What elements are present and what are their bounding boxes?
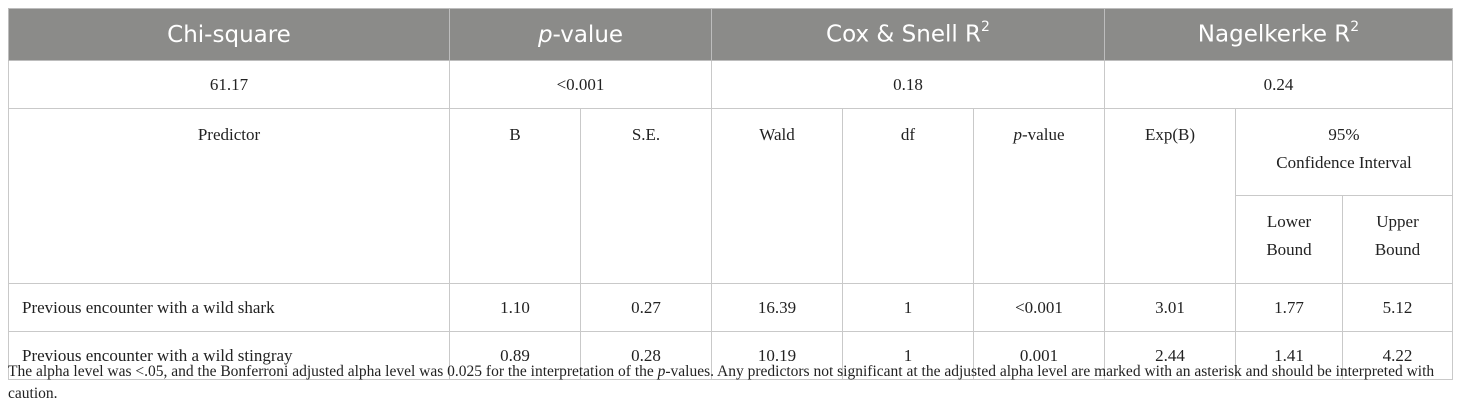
column-header-row: Predictor B S.E. Wald df p-value Exp(B) … bbox=[8, 108, 1454, 284]
predictor-column-header: Predictor bbox=[8, 108, 450, 284]
predictor-cell: Previous encounter with a wild stingray bbox=[8, 331, 450, 380]
model-p-value: <0.001 bbox=[449, 60, 712, 109]
wald-cell: 10.19 bbox=[711, 331, 843, 380]
df-cell: 1 bbox=[842, 331, 974, 380]
se-cell: 0.28 bbox=[580, 331, 712, 380]
logistic-regression-table: Chi-square p-value Cox & Snell R2 Nagelk… bbox=[8, 8, 1454, 380]
exp-b-column-header: Exp(B) bbox=[1104, 108, 1237, 284]
wald-cell: 16.39 bbox=[711, 283, 843, 332]
chi-square-header: Chi-square bbox=[8, 8, 450, 61]
confidence-interval-header: 95% Confidence Interval bbox=[1235, 108, 1454, 196]
lower-bound-cell: 1.77 bbox=[1235, 283, 1344, 332]
p-value-cell: 0.001 bbox=[972, 331, 1106, 380]
table-row: Previous encounter with a wild stingray … bbox=[8, 331, 1454, 380]
summary-values-row: 61.17 <0.001 0.18 0.24 bbox=[8, 60, 1454, 109]
table-footnote: The alpha level was <.05, and the Bonfer… bbox=[8, 363, 1435, 402]
b-cell: 0.89 bbox=[449, 331, 581, 380]
ci-subheader-row: Lower Bound Upper Bound bbox=[9, 195, 1454, 284]
wald-column-header: Wald bbox=[711, 108, 843, 284]
se-cell: 0.27 bbox=[580, 283, 712, 332]
b-cell: 1.10 bbox=[449, 283, 581, 332]
exp-b-cell: 3.01 bbox=[1104, 283, 1237, 332]
predictor-cell: Previous encounter with a wild shark bbox=[8, 283, 450, 332]
lower-bound-cell: 1.41 bbox=[1235, 331, 1344, 380]
nagelkerke-header: Nagelkerke R2 bbox=[1104, 8, 1454, 61]
upper-bound-header: Upper Bound bbox=[1342, 195, 1454, 284]
df-column-header: df bbox=[842, 108, 974, 284]
p-value-cell: <0.001 bbox=[972, 283, 1106, 332]
regression-table-container: Chi-square p-value Cox & Snell R2 Nagelk… bbox=[8, 8, 1454, 380]
cox-snell-header: Cox & Snell R2 bbox=[710, 8, 1106, 61]
table-row: Previous encounter with a wild shark 1.1… bbox=[8, 283, 1454, 332]
p-value-column-header: p-value bbox=[972, 108, 1106, 284]
upper-bound-cell: 4.22 bbox=[1342, 331, 1454, 380]
b-column-header: B bbox=[449, 108, 581, 284]
chi-square-value: 61.17 bbox=[8, 60, 450, 109]
lower-bound-header: Lower Bound bbox=[1235, 195, 1344, 284]
se-column-header: S.E. bbox=[580, 108, 712, 284]
upper-bound-cell: 5.12 bbox=[1342, 283, 1454, 332]
summary-header-row: Chi-square p-value Cox & Snell R2 Nagelk… bbox=[8, 8, 1454, 61]
p-value-header: p-value bbox=[449, 8, 712, 61]
df-cell: 1 bbox=[842, 283, 974, 332]
cox-snell-value: 0.18 bbox=[710, 60, 1106, 109]
nagelkerke-value: 0.24 bbox=[1104, 60, 1454, 109]
